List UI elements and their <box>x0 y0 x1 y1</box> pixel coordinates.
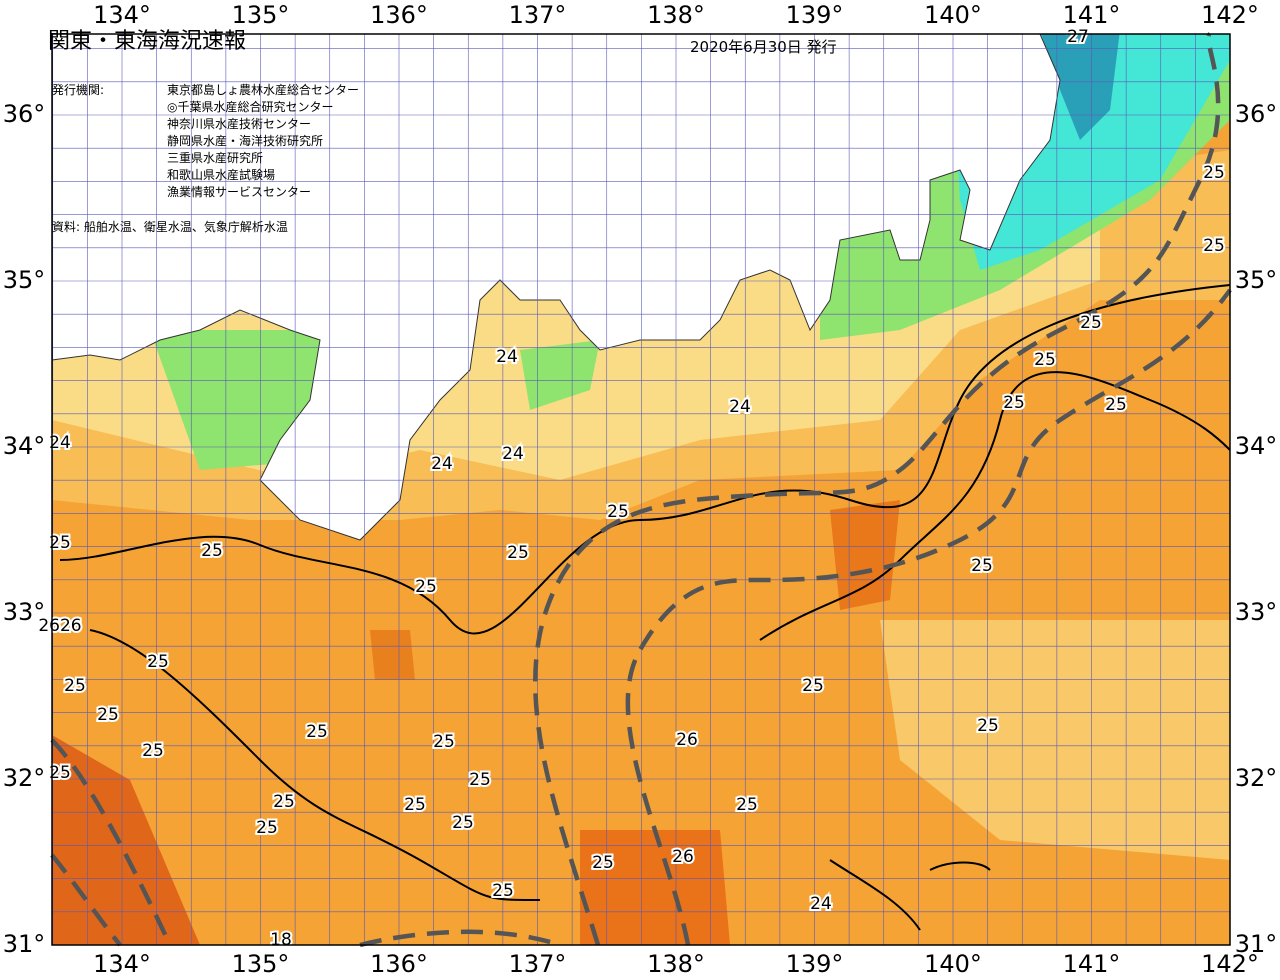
contour-label: 25 <box>977 716 999 736</box>
contour-label: 25 <box>1080 313 1102 333</box>
lat-label: 36° <box>1235 100 1278 128</box>
lon-label: 140° <box>924 950 982 978</box>
lon-label: 141° <box>1063 950 1121 978</box>
contour-label: 25 <box>1003 393 1025 413</box>
map-frame <box>51 33 1231 946</box>
lon-label: 141° <box>1063 1 1121 29</box>
contour-label: 25 <box>802 676 824 696</box>
lon-label: 138° <box>647 950 705 978</box>
issuer: 静岡県水産・海洋技術研究所 <box>167 133 323 148</box>
contour-label: 24 <box>502 444 524 464</box>
contour-label: 25 <box>1034 350 1056 370</box>
lat-label: 34° <box>1235 432 1278 460</box>
lat-label: 32° <box>1235 764 1278 792</box>
contour-label: 24 <box>431 454 453 474</box>
contour-label: 25 <box>256 818 278 838</box>
issuer: 漁業情報サービスセンター <box>167 185 311 199</box>
lon-label: 139° <box>786 950 844 978</box>
lon-label: 135° <box>232 950 290 978</box>
issuer: ◎千葉県水産総合研究センター <box>167 99 333 114</box>
contour-label: 25 <box>971 556 993 576</box>
lat-label: 34° <box>3 432 46 460</box>
lon-label: 140° <box>924 1 982 29</box>
lon-label: 136° <box>370 950 428 978</box>
lat-label: 35° <box>1235 266 1278 294</box>
lon-label: 137° <box>509 1 567 29</box>
contour-label: 25 <box>492 881 514 901</box>
contour-label: 25 <box>415 577 437 597</box>
lat-label: 33° <box>3 598 46 626</box>
contour-label: 2626 <box>38 616 81 636</box>
lon-label: 134° <box>93 950 151 978</box>
issuers-list: 東京都島しょ農林水産総合センター ◎千葉県水産総合研究センター神奈川県水産技術セン… <box>167 82 359 199</box>
lon-label: 134° <box>93 1 151 29</box>
lon-label: 138° <box>647 1 705 29</box>
contour-label: 25 <box>147 652 169 672</box>
contour-label: 24 <box>729 397 751 417</box>
contour-label: 25 <box>1203 163 1225 183</box>
land-outline <box>51 33 1061 541</box>
contour-label: 25 <box>142 741 164 761</box>
contour-label: 18 <box>270 930 292 950</box>
contour-label: 25 <box>607 502 629 522</box>
contour-label: 25 <box>273 792 295 812</box>
lat-label: 36° <box>3 100 46 128</box>
contour-label: 27 <box>1067 27 1089 47</box>
issuer: 和歌山県水産試験場 <box>167 167 275 182</box>
contour-label: 24 <box>496 347 518 367</box>
contour-label: 25 <box>469 770 491 790</box>
contour-label: 25 <box>1105 395 1127 415</box>
issuer: 神奈川県水産技術センター <box>167 116 311 131</box>
contour-label: 25 <box>306 722 328 742</box>
lon-label: 142° <box>1201 1 1259 29</box>
contour-label: 25 <box>97 705 119 725</box>
contour-label: 25 <box>404 795 426 815</box>
lat-label: 32° <box>3 764 46 792</box>
lon-label: 137° <box>509 950 567 978</box>
lat-label: 31° <box>1235 930 1278 958</box>
contour-label: 25 <box>736 795 758 815</box>
lon-label: 142° <box>1201 950 1259 978</box>
lon-label: 136° <box>370 1 428 29</box>
contour-label: 26 <box>676 730 698 750</box>
issue-date: 2020年6月30日 発行 <box>690 38 837 56</box>
contour-labels: 24 24 24 24 25 25 25 25 25 25 25 25 25 25 25 25 25 25 25 25… <box>36 25 1226 952</box>
contour-label: 25 <box>452 813 474 833</box>
contour-label: 25 <box>433 732 455 752</box>
source: 資料: 船舶水温、衛星水温、気象庁解析水温 <box>52 219 288 234</box>
contour-label: 25 <box>49 533 71 553</box>
contour-label: 25 <box>201 541 223 561</box>
issuer: 東京都島しょ農林水産総合センター <box>167 82 359 97</box>
contour-label: 25 <box>592 853 614 873</box>
lat-label: 31° <box>3 930 46 958</box>
lat-label: 35° <box>3 266 46 294</box>
coordinate-labels: 134° 134° 135° 135° 136° 136° 137° 137° 138° 138°… <box>3 1 1278 978</box>
contour-label: 26 <box>672 847 694 867</box>
contour-label: 25 <box>1203 236 1225 256</box>
kuroshio-axis <box>50 32 1232 948</box>
contour-label: 25 <box>64 676 86 696</box>
contour-label: 24 <box>810 894 832 914</box>
contours <box>59 284 1231 931</box>
lon-label: 135° <box>232 1 290 29</box>
title: 関東・東海海況速報 <box>48 29 246 54</box>
contour-label: 25 <box>507 543 529 563</box>
issuers-label: 発行機関: <box>52 82 104 97</box>
lon-label: 139° <box>786 1 844 29</box>
issuer: 三重県水産研究所 <box>167 150 263 165</box>
lat-label: 33° <box>1235 598 1278 626</box>
